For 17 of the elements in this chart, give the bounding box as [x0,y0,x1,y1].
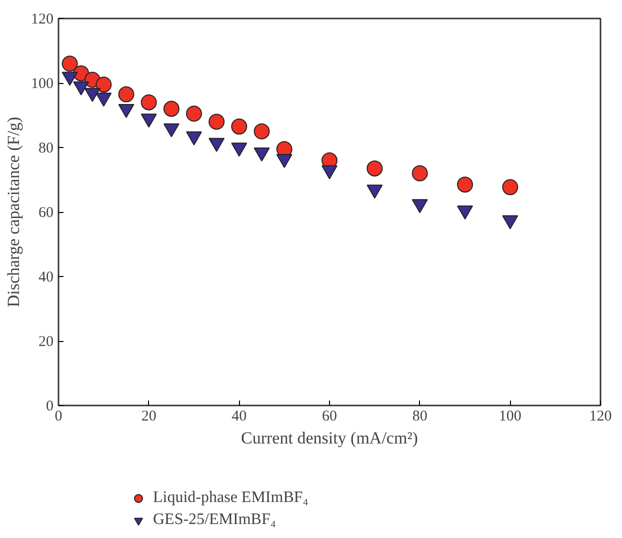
x-tick-label: 80 [412,408,428,424]
x-tick-label: 100 [498,408,522,424]
y-axis-title: Discharge capacitance (F/g) [4,116,23,308]
x-tick-label: 20 [141,408,156,424]
y-tick-label: 20 [38,334,54,350]
y-tick-label: 80 [38,140,54,156]
x-tick-label: 60 [322,408,337,424]
y-tick-label: 60 [38,205,54,221]
x-tick-label: 40 [232,408,247,424]
y-tick-label: 120 [31,12,54,28]
y-tick-label: 40 [38,270,54,286]
y-tick-label: 0 [46,398,54,414]
legend-label: Liquid-phase EMImBF₄ [153,489,308,507]
legend-label: GES-25/EMImBF₄ [153,511,276,529]
y-tick-label: 100 [31,76,54,92]
x-tick-label: 120 [589,408,612,424]
x-axis-title: Current density (mA/cm²) [241,428,418,448]
